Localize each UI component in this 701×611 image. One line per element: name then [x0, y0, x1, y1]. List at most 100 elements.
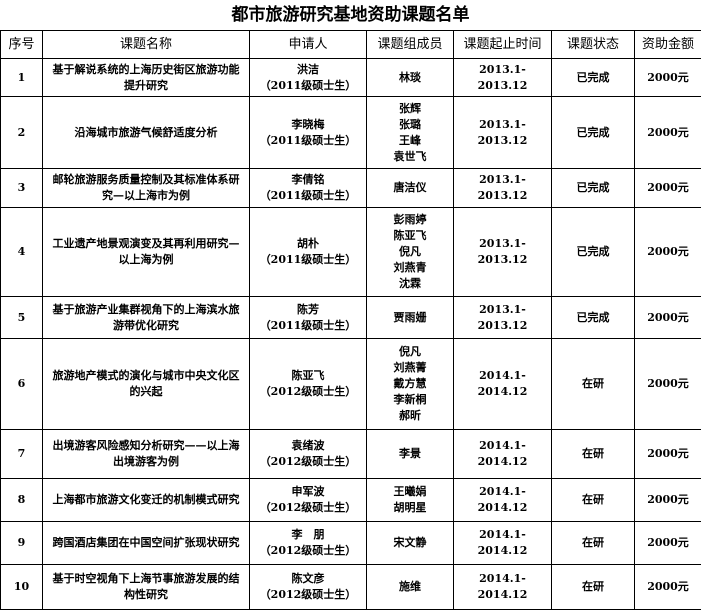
applicant: 胡朴 （2011级硕士生）: [249, 207, 367, 297]
members: 贾雨姗: [366, 296, 454, 339]
applicant-note: （2012级硕士生）: [259, 501, 357, 514]
applicant: 袁绪波 （2012级硕士生）: [249, 429, 367, 479]
member-name: 王曦娟: [393, 485, 427, 498]
period: 2014.1-2014.12: [453, 521, 552, 565]
member-name: 李景: [399, 447, 421, 460]
topic-name: 邮轮旅游服务质量控制及其标准体系研究—以上海市为例: [42, 168, 250, 208]
topic-name: 工业遗产地景观演变及其再利用研究—以上海为例: [42, 207, 250, 297]
period: 2014.1-2014.12: [453, 429, 552, 479]
member-name: 彭雨婷: [393, 213, 427, 226]
members: 唐洁仪: [366, 168, 454, 208]
applicant-note: （2011级硕士生）: [259, 253, 357, 266]
amount: 2000元: [634, 168, 701, 208]
applicant: 陈亚飞 （2012级硕士生）: [249, 338, 367, 430]
applicant-name: 洪洁: [297, 62, 319, 76]
members: 李景: [366, 429, 454, 479]
amount: 2000元: [634, 207, 701, 297]
member-name: 宋文静: [393, 536, 427, 549]
amount: 2000元: [634, 429, 701, 479]
header-cell: 课题名称: [42, 30, 250, 59]
applicant-note: （2011级硕士生）: [259, 133, 357, 147]
member-name: 沈霖: [399, 277, 421, 290]
topic-name: 基于解说系统的上海历史街区旅游功能提升研究: [42, 58, 250, 97]
members: 张辉 张璐 王峰 袁世飞: [366, 96, 454, 169]
member-name: 刘燕菁: [393, 361, 427, 374]
applicant-name: 胡朴: [297, 237, 319, 250]
page-title: 都市旅游研究基地资助课题名单: [231, 5, 470, 25]
row-number: 1: [0, 58, 43, 97]
applicant-name: 陈文彦: [291, 572, 325, 585]
applicant: 陈芳 （2011级硕士生）: [249, 296, 367, 339]
applicant-note: （2011级硕士生）: [259, 78, 357, 92]
header-cell: 资助金额: [634, 30, 701, 59]
amount: 2000元: [634, 58, 701, 97]
period: 2013.1-2013.12: [453, 58, 552, 97]
table-row: 4 工业遗产地景观演变及其再利用研究—以上海为例 胡朴 （2011级硕士生） 彭雨…: [0, 207, 701, 297]
row-number: 4: [0, 207, 43, 297]
status: 在研: [551, 521, 635, 565]
topic-name: 沿海城市旅游气候舒适度分析: [42, 96, 250, 169]
status: 已完成: [551, 58, 635, 97]
topic-name: 跨国酒店集团在中国空间扩张现状研究: [42, 521, 250, 565]
member-name: 倪凡: [399, 245, 421, 258]
period: 2013.1-2013.12: [453, 207, 552, 297]
amount: 2000元: [634, 96, 701, 169]
applicant-note: （2011级硕士生）: [259, 318, 357, 332]
member-name: 张璐: [399, 117, 421, 131]
amount: 2000元: [634, 521, 701, 565]
applicant: 李倩铭 （2011级硕士生）: [249, 168, 367, 208]
applicant-note: （2012级硕士生）: [259, 455, 357, 468]
topic-name: 基于旅游产业集群视角下的上海滨水旅游带优化研究: [42, 296, 250, 339]
member-name: 郝昕: [399, 409, 421, 422]
row-number: 5: [0, 296, 43, 339]
applicant: 洪洁 （2011级硕士生）: [249, 58, 367, 97]
amount: 2000元: [634, 338, 701, 430]
member-name: 唐洁仪: [393, 181, 427, 194]
members: 林琰: [366, 58, 454, 97]
period: 2013.1-2013.12: [453, 168, 552, 208]
status: 在研: [551, 478, 635, 522]
row-number: 2: [0, 96, 43, 169]
applicant-name: 李晓梅: [291, 117, 325, 131]
applicant-name: 陈芳: [297, 302, 319, 316]
period: 2013.1-2013.12: [453, 96, 552, 169]
row-number: 7: [0, 429, 43, 479]
status: 在研: [551, 429, 635, 479]
table-row: 8 上海都市旅游文化变迁的机制模式研究 申军波 （2012级硕士生） 王曦娟胡明星…: [0, 478, 701, 522]
period: 2014.1-2014.12: [453, 338, 552, 430]
member-name: 刘燕青: [393, 261, 427, 274]
applicant: 申军波 （2012级硕士生）: [249, 478, 367, 522]
member-name: 陈亚飞: [393, 229, 427, 242]
applicant-note: （2012级硕士生）: [259, 385, 357, 398]
table-row: 3 邮轮旅游服务质量控制及其标准体系研究—以上海市为例 李倩铭 （2011级硕士生…: [0, 168, 701, 208]
table-row: 2 沿海城市旅游气候舒适度分析 李晓梅 （2011级硕士生） 张辉 张璐 王峰 袁世飞 …: [0, 96, 701, 169]
member-name: 倪凡: [399, 345, 421, 358]
member-name: 李新桐: [393, 393, 427, 406]
members: 施维: [366, 564, 454, 610]
members: 宋文静: [366, 521, 454, 565]
status: 已完成: [551, 168, 635, 208]
topic-name: 出境游客风险感知分析研究——以上海出境游客为例: [42, 429, 250, 479]
members: 彭雨婷陈亚飞倪凡刘燕青沈霖: [366, 207, 454, 297]
applicant-name: 李倩铭: [291, 173, 325, 186]
row-number: 3: [0, 168, 43, 208]
row-number: 8: [0, 478, 43, 522]
members: 王曦娟 胡明星: [366, 478, 454, 522]
member-name: 林琰: [399, 70, 421, 84]
header-cell: 课题起止时间: [453, 30, 552, 59]
header-cell: 课题状态: [551, 30, 635, 59]
row-number: 10: [0, 564, 43, 610]
member-name: 胡明星: [393, 501, 427, 514]
status: 已完成: [551, 96, 635, 169]
row-number: 6: [0, 338, 43, 430]
row-number: 9: [0, 521, 43, 565]
header-cell: 序号: [0, 30, 43, 59]
member-name: 张辉: [399, 101, 421, 115]
topic-name: 上海都市旅游文化变迁的机制模式研究: [42, 478, 250, 522]
applicant-name: 李 朋: [291, 528, 325, 541]
applicant-name: 申军波: [291, 485, 325, 498]
member-name: 戴方慧: [393, 377, 427, 390]
member-name: 贾雨姗: [393, 310, 427, 324]
amount: 2000元: [634, 478, 701, 522]
status: 在研: [551, 338, 635, 430]
